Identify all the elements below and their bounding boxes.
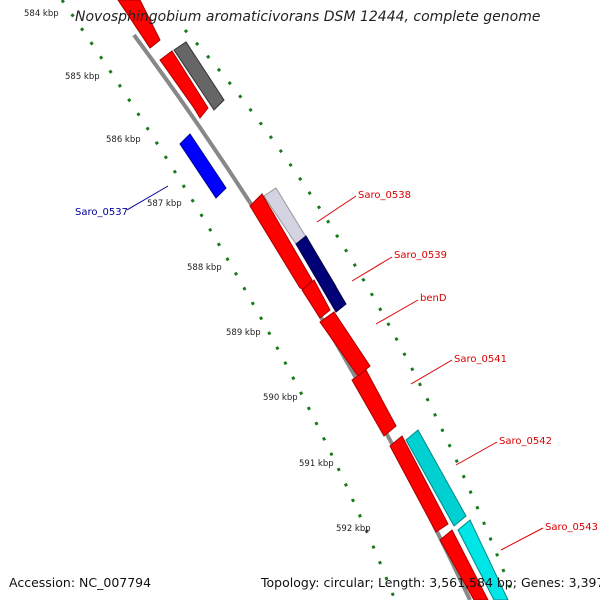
gene-arrow-saro-0539[interactable] [295,235,347,313]
gene-label-saro-0537[interactable]: Saro_0537 [75,207,128,218]
gene-arrows [117,0,509,600]
tick-label: 591 kbp [299,459,334,469]
tick-label: 589 kbp [226,328,261,338]
gene-arrow-bend[interactable] [301,279,331,319]
gene-arrow-gray[interactable] [173,41,225,111]
tick-label: 587 kbp [147,199,182,209]
leader-line-saro-0543 [500,527,544,551]
gene-label-saro-0542[interactable]: Saro_0542 [499,436,552,447]
leader-lines [126,185,544,551]
leader-line-saro-0538 [316,195,357,223]
accession-label: Accession: [9,575,76,590]
genome-backbone [132,33,472,600]
leader-line-saro-0542 [455,441,498,466]
map-title: Novosphingobium aromaticivorans DSM 1244… [75,9,541,25]
gene-arrow-saro-0537[interactable] [179,133,227,199]
leader-line-bend [375,299,419,325]
gene-arrow-saro-0543[interactable] [457,519,509,600]
leader-line-saro-0537 [126,185,169,211]
gene-arrow-bottom-red[interactable] [439,529,489,600]
genes-value: 3,397 [568,575,600,590]
gene-arrow-top-red-1[interactable] [117,0,161,49]
separator: ; [369,575,374,590]
gene-arrow-saro-0541[interactable] [319,311,371,377]
topology-label: Topology: [261,575,320,590]
leader-line-saro-0539 [351,256,393,282]
gene-label-bend[interactable]: benD [420,293,447,304]
gene-label-saro-0539[interactable]: Saro_0539 [394,250,447,261]
genome-summary: Topology: circular; Length: 3,561,584 bp… [261,575,600,590]
outer-tick-track [60,0,397,600]
tick-label: 590 kbp [263,393,298,403]
gene-label-saro-0538[interactable]: Saro_0538 [358,190,411,201]
separator: ; [512,575,517,590]
topology-value: circular [323,575,370,590]
gene-arrow-saro-0543-red[interactable] [389,435,449,533]
gene-labels: Saro_0537 Saro_0538 Saro_0539 benD Saro_… [75,190,598,533]
gene-label-saro-0541[interactable]: Saro_0541 [454,354,507,365]
tick-label: 592 kbp [336,524,371,534]
tick-labels: 584 kbp 585 kbp 586 kbp 587 kbp 588 kbp … [24,9,371,534]
length-label: Length: [377,575,426,590]
gene-arrow-saro-0542-red[interactable] [351,369,397,437]
tick-label: 584 kbp [24,9,59,19]
tick-label: 588 kbp [187,263,222,273]
gene-arrow-saro-0542[interactable] [405,429,467,527]
tick-label: 586 kbp [106,135,141,145]
gene-label-saro-0543[interactable]: Saro_0543 [545,522,598,533]
accession-info: Accession: NC_007794 [9,575,151,590]
genes-label: Genes: [520,575,565,590]
length-value: 3,561,584 bp [429,575,513,590]
tick-label: 585 kbp [65,72,100,82]
gene-arrow-red-2[interactable] [159,50,209,119]
leader-line-saro-0541 [410,359,453,385]
accession-value: NC_007794 [79,575,152,590]
